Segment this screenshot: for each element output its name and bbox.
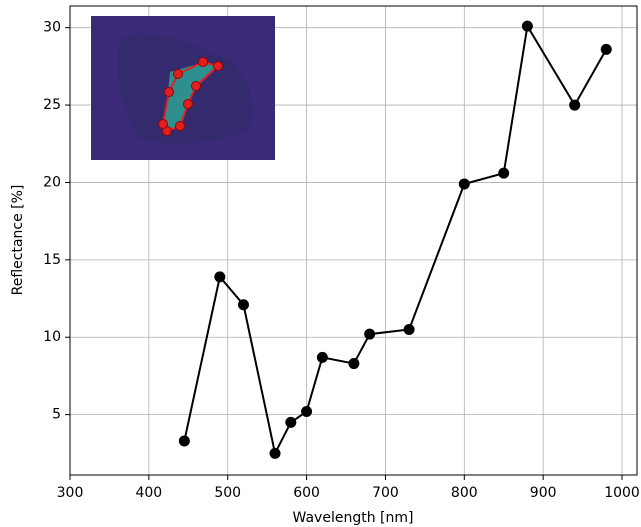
y-tick-label: 20 [43, 174, 61, 190]
y-tick-label: 5 [52, 407, 61, 423]
x-tick-label: 600 [293, 485, 320, 501]
y-tick-label: 10 [43, 329, 61, 345]
y-tick-label: 30 [43, 20, 61, 36]
data-point [600, 43, 612, 55]
data-point [458, 178, 470, 190]
x-tick-label: 700 [372, 485, 399, 501]
x-tick-label: 500 [214, 485, 241, 501]
data-point [237, 299, 249, 311]
data-point [178, 435, 190, 447]
data-point [569, 99, 581, 111]
data-point [364, 328, 376, 340]
x-tick-label: 400 [135, 485, 162, 501]
inset-image [91, 16, 275, 160]
x-tick-label: 300 [57, 485, 84, 501]
x-tick-label: 900 [530, 485, 557, 501]
y-tick-label: 15 [43, 252, 61, 268]
data-point [498, 167, 510, 179]
y-tick-label: 25 [43, 97, 61, 113]
data-point [348, 358, 360, 370]
data-point [403, 324, 415, 336]
x-tick-label: 800 [451, 485, 478, 501]
data-point [316, 351, 328, 363]
y-axis-label: Reflectance [%] [10, 185, 26, 296]
data-point [214, 271, 226, 283]
axes-frame [69, 5, 638, 476]
x-axis-label: Wavelength [nm] [293, 510, 414, 526]
data-point [521, 20, 533, 32]
data-point [301, 406, 313, 418]
x-tick-label: 1000 [604, 485, 640, 501]
data-point [285, 416, 297, 428]
data-point [269, 447, 281, 459]
